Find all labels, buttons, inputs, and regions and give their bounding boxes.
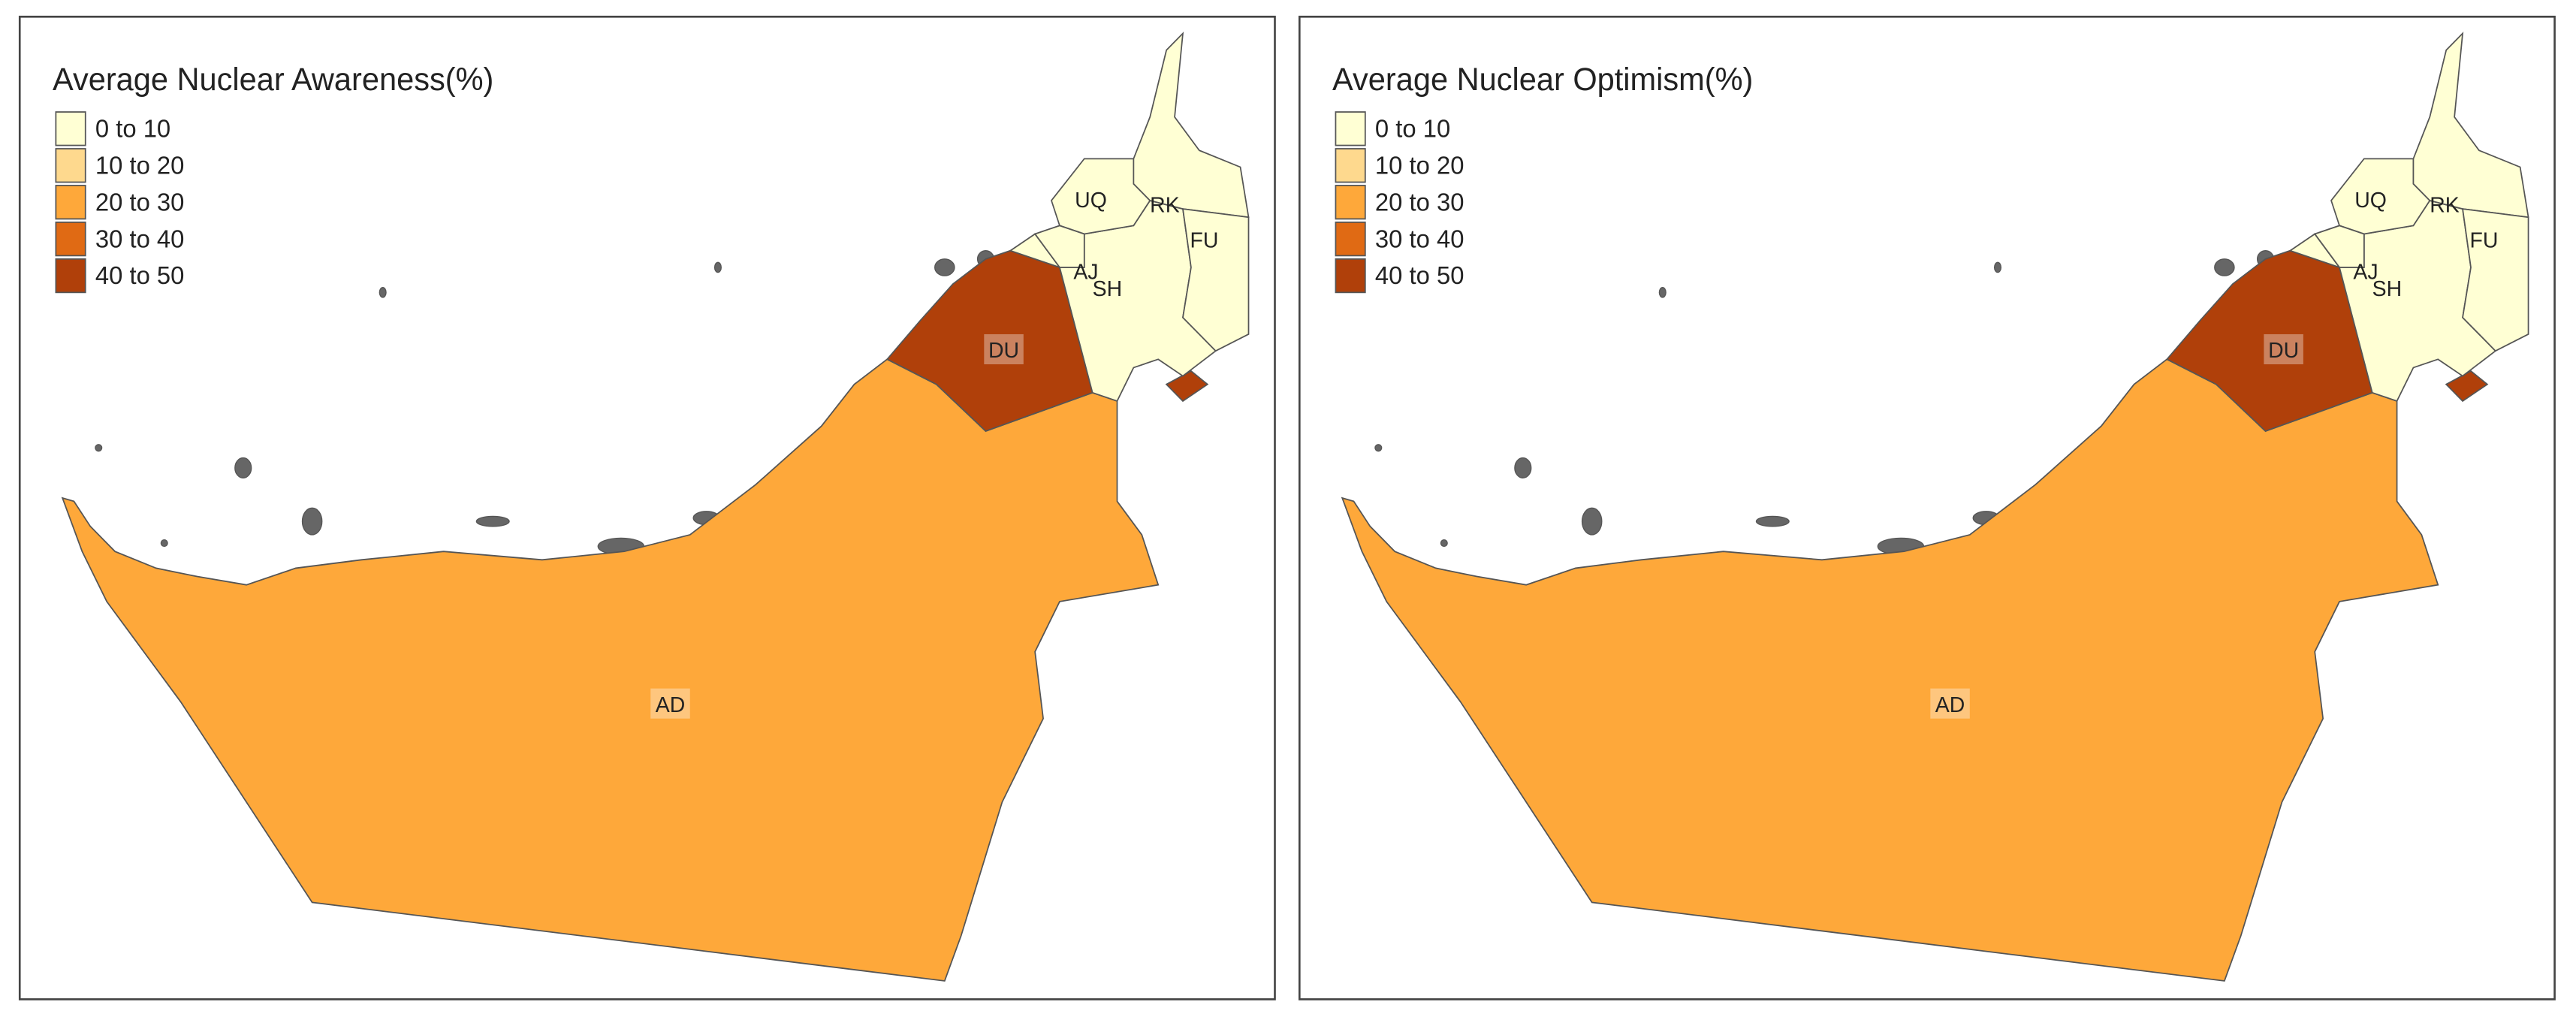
label-box xyxy=(984,333,1024,365)
legend-swatch xyxy=(55,258,86,294)
legend-swatch xyxy=(1335,148,1366,183)
legend-label: 30 to 40 xyxy=(95,225,185,253)
region-label: FU xyxy=(2470,228,2499,252)
region-label: RK xyxy=(1150,193,1180,217)
island xyxy=(2214,258,2235,276)
region-label: SH xyxy=(1093,277,1123,301)
region-label: FU xyxy=(1190,228,1218,252)
legend-label: 0 to 10 xyxy=(1375,115,1450,143)
island xyxy=(1374,444,1383,452)
region-label: AD xyxy=(656,693,686,717)
legend-swatch xyxy=(1335,185,1366,220)
legend-swatch xyxy=(55,222,86,257)
region-label: UQ xyxy=(2354,189,2387,213)
label-box xyxy=(2264,333,2303,365)
map-title: Average Nuclear Awareness(%) xyxy=(53,62,493,97)
region-shape xyxy=(1181,208,1250,352)
region-shape xyxy=(2412,32,2529,219)
island xyxy=(1440,539,1448,548)
legend-label: 20 to 30 xyxy=(95,189,185,216)
legend-label: 30 to 40 xyxy=(1375,225,1464,253)
legend-label: 10 to 20 xyxy=(95,152,185,180)
region-label: AJ xyxy=(2353,260,2378,284)
island xyxy=(95,444,103,452)
region-label: SH xyxy=(2372,277,2403,301)
region-shape xyxy=(1033,225,1085,268)
island xyxy=(713,261,722,273)
region-label: RK xyxy=(2430,193,2460,217)
island xyxy=(379,286,387,298)
region-shape xyxy=(2462,208,2529,352)
legend-swatch xyxy=(1335,258,1366,294)
map-panel: AD DU SH UQ RK FU AJ Average Nuclear Awareness(… xyxy=(18,15,1276,1000)
legend-label: 10 to 20 xyxy=(1375,152,1464,180)
legend-swatch xyxy=(55,185,86,220)
island xyxy=(160,539,168,548)
region-label: AD xyxy=(1935,693,1965,717)
legend-label: 0 to 10 xyxy=(95,115,170,143)
region-label: DU xyxy=(2268,339,2299,363)
map-title: Average Nuclear Optimism(%) xyxy=(1332,62,1753,97)
legend-label: 40 to 50 xyxy=(95,262,185,290)
island xyxy=(1755,515,1790,527)
island xyxy=(1993,261,2002,273)
legend-label: 20 to 30 xyxy=(1375,189,1464,216)
map-panel: AD DU SH UQ RK FU AJ Average Nuclear Optimism(%… xyxy=(1299,15,2556,1000)
legend-swatch xyxy=(1335,111,1366,146)
legend-label: 40 to 50 xyxy=(1375,262,1464,290)
legend-swatch xyxy=(55,111,86,146)
region-shape xyxy=(1133,32,1250,219)
label-box xyxy=(650,688,690,719)
island xyxy=(301,507,323,536)
island xyxy=(1581,507,1603,536)
legend-swatch xyxy=(55,148,86,183)
island xyxy=(934,258,955,276)
island xyxy=(234,457,252,478)
region-shape xyxy=(2313,225,2365,268)
island xyxy=(475,515,510,527)
region-label: UQ xyxy=(1075,189,1107,213)
legend-swatch xyxy=(1335,222,1366,257)
region-label: DU xyxy=(988,339,1019,363)
island xyxy=(1658,286,1667,298)
label-box xyxy=(1930,688,1970,719)
island xyxy=(1514,457,1532,478)
region-label: AJ xyxy=(1073,260,1098,284)
